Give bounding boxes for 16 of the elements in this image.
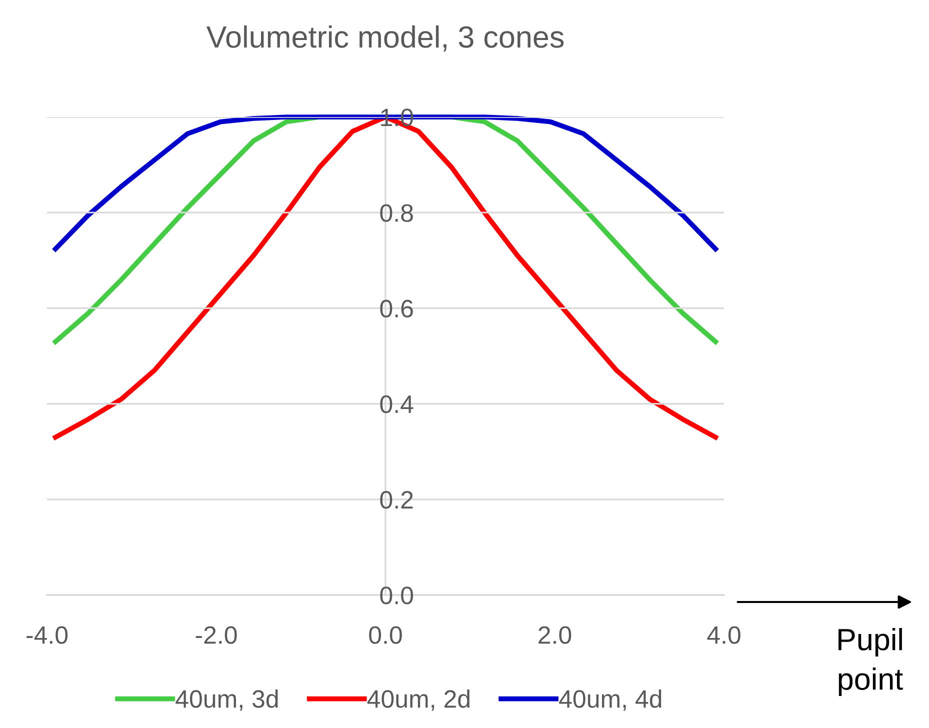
x-tick-label: -4.0 (26, 626, 68, 644)
y-tick-label: 0.6 (380, 300, 413, 318)
chart-title: Volumetric model, 3 cones (206, 25, 564, 52)
x-tick-label: -2.0 (196, 626, 237, 644)
legend-label: 40um, 4d (559, 689, 662, 711)
x-tick-label: 0.0 (369, 626, 402, 644)
y-tick-label: 0.2 (380, 491, 413, 509)
x-axis-title: Pupil point (838, 628, 903, 696)
legend-label: 40um, 2d (367, 689, 470, 711)
x-tick-label: 4.0 (707, 626, 740, 644)
x-tick-label: 2.0 (538, 626, 572, 644)
y-tick-label: 0.0 (380, 586, 414, 604)
y-tick-label: 1.0 (381, 108, 414, 126)
y-tick-label: 0.4 (380, 395, 414, 414)
y-tick-label: 0.8 (380, 204, 413, 222)
legend-label: 40um, 3d (176, 689, 278, 711)
